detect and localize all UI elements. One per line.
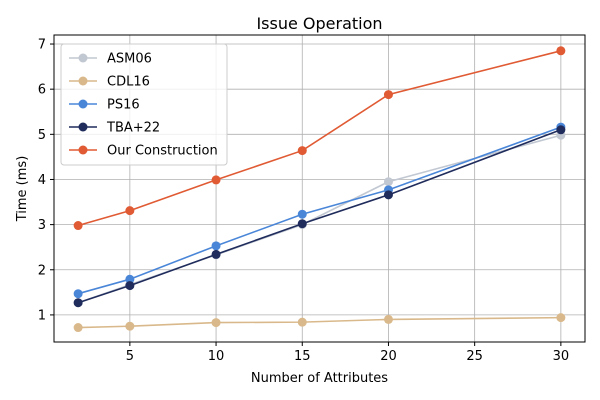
x-axis-ticks: 5 10 15 20 25 30 bbox=[126, 342, 569, 364]
data-point bbox=[125, 274, 135, 284]
legend-label: PS16 bbox=[107, 98, 140, 113]
legend-swatch-marker bbox=[78, 99, 88, 109]
data-point bbox=[211, 318, 221, 328]
data-point bbox=[125, 321, 135, 331]
legend-item: CDL16 bbox=[69, 75, 150, 90]
plot-frame bbox=[53, 34, 586, 343]
data-point bbox=[73, 298, 83, 308]
legend-swatch-marker bbox=[78, 76, 88, 86]
series-line bbox=[78, 316, 561, 329]
y-tick-label: 5 bbox=[38, 128, 46, 143]
x-tick-label: 20 bbox=[380, 349, 397, 364]
data-point bbox=[211, 249, 221, 259]
data-point bbox=[297, 317, 307, 327]
y-tick-label: 7 bbox=[38, 38, 46, 53]
legend-item: TBA+22 bbox=[69, 121, 160, 136]
data-point bbox=[383, 190, 393, 200]
data-point bbox=[383, 177, 393, 187]
chart-title: Issue Operation bbox=[256, 14, 382, 33]
legend-item: ASM06 bbox=[69, 52, 152, 67]
y-tick-label: 4 bbox=[38, 173, 46, 188]
legend: ASM06 CDL16 PS16 TBA+22 Our Construction bbox=[60, 43, 228, 166]
legend-item: Our Construction bbox=[69, 144, 218, 159]
x-tick-label: 30 bbox=[553, 349, 570, 364]
series-cdl16 bbox=[73, 313, 566, 333]
data-point bbox=[211, 175, 221, 185]
x-tick-label: 10 bbox=[208, 349, 225, 364]
legend-swatch-marker bbox=[78, 145, 88, 155]
legend-frame bbox=[60, 43, 228, 166]
data-point bbox=[383, 314, 393, 324]
series-tba-22 bbox=[73, 125, 566, 308]
data-point bbox=[297, 146, 307, 156]
data-point bbox=[556, 125, 566, 135]
series-our-construction bbox=[73, 46, 566, 231]
series-layer bbox=[73, 46, 566, 333]
x-axis-label: Number of Attributes bbox=[251, 371, 388, 386]
data-point bbox=[73, 289, 83, 299]
x-tick-label: 15 bbox=[294, 349, 311, 364]
data-point bbox=[383, 90, 393, 100]
legend-label: ASM06 bbox=[107, 52, 152, 67]
series-line bbox=[77, 50, 562, 227]
x-tick-label: 25 bbox=[466, 349, 483, 364]
series-line bbox=[77, 129, 562, 304]
data-point bbox=[297, 209, 307, 219]
legend-label: TBA+22 bbox=[106, 121, 160, 136]
series-line bbox=[77, 126, 562, 295]
legend-label: CDL16 bbox=[107, 75, 150, 90]
legend-swatch-marker bbox=[78, 53, 88, 63]
legend-label: Our Construction bbox=[107, 144, 218, 159]
y-tick-label: 3 bbox=[38, 218, 46, 233]
x-tick-label: 5 bbox=[126, 349, 134, 364]
legend-item: PS16 bbox=[69, 98, 140, 113]
data-point bbox=[556, 313, 566, 323]
data-point bbox=[211, 241, 221, 251]
y-tick-label: 2 bbox=[38, 263, 46, 278]
data-point bbox=[125, 206, 135, 216]
data-point bbox=[125, 281, 135, 291]
legend-swatch-marker bbox=[78, 122, 88, 132]
data-point bbox=[297, 219, 307, 229]
y-tick-label: 6 bbox=[38, 83, 46, 98]
data-point bbox=[73, 323, 83, 333]
y-tick-label: 1 bbox=[38, 308, 46, 323]
data-point bbox=[556, 46, 566, 56]
data-point bbox=[73, 221, 83, 231]
y-axis-label: Time (ms) bbox=[15, 156, 30, 223]
y-axis-ticks: 1 2 3 4 5 6 7 bbox=[38, 38, 54, 323]
